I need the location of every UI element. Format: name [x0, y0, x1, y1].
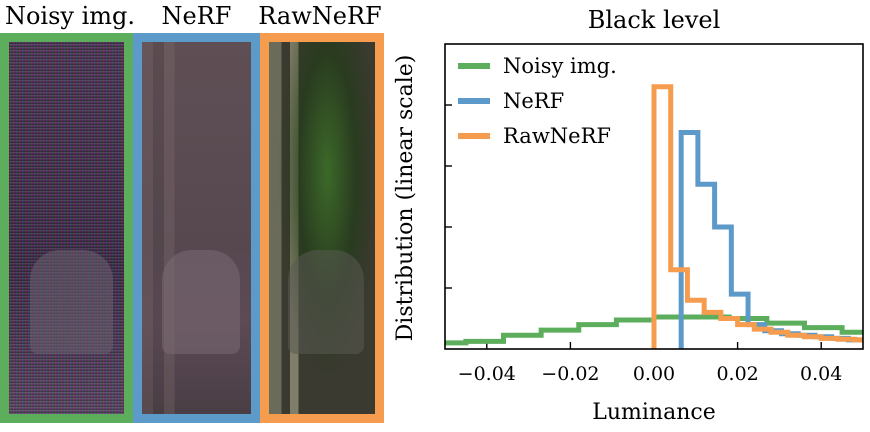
rawnerf-image-chair — [288, 250, 365, 355]
panel-title-rawnerf: RawNeRF — [258, 2, 382, 30]
legend: Noisy img. NeRF RawNeRF — [458, 54, 617, 148]
x-tick-label: 0.00 — [633, 363, 675, 385]
series-line-2 — [651, 84, 863, 349]
x-tick-label: 0.02 — [716, 363, 758, 385]
nerf-image-panel — [133, 33, 260, 423]
x-tick-label: −0.04 — [458, 363, 516, 385]
rawnerf-image-panel — [260, 33, 384, 423]
x-axis-label: Luminance — [592, 400, 715, 425]
nerf-image-chair — [161, 250, 241, 355]
noisy-image-panel — [0, 33, 133, 423]
legend-label-1: NeRF — [503, 89, 564, 113]
panel-title-nerf: NeRF — [161, 2, 232, 30]
x-tick-label: −0.02 — [541, 363, 599, 385]
panel-title-noisy: Noisy img. — [4, 2, 136, 30]
chart-title: Black level — [588, 6, 721, 34]
y-ticks — [445, 104, 452, 289]
series-lines — [445, 84, 863, 349]
y-axis-label: Distribution (linear scale) — [393, 55, 418, 342]
legend-label-2: RawNeRF — [503, 124, 611, 148]
legend-label-0: Noisy img. — [503, 54, 617, 78]
x-ticks: −0.04 −0.02 0.00 0.02 0.04 — [458, 342, 842, 385]
x-tick-label: 0.04 — [800, 363, 842, 385]
noisy-image-chair — [29, 250, 113, 355]
plot-frame — [444, 43, 864, 350]
